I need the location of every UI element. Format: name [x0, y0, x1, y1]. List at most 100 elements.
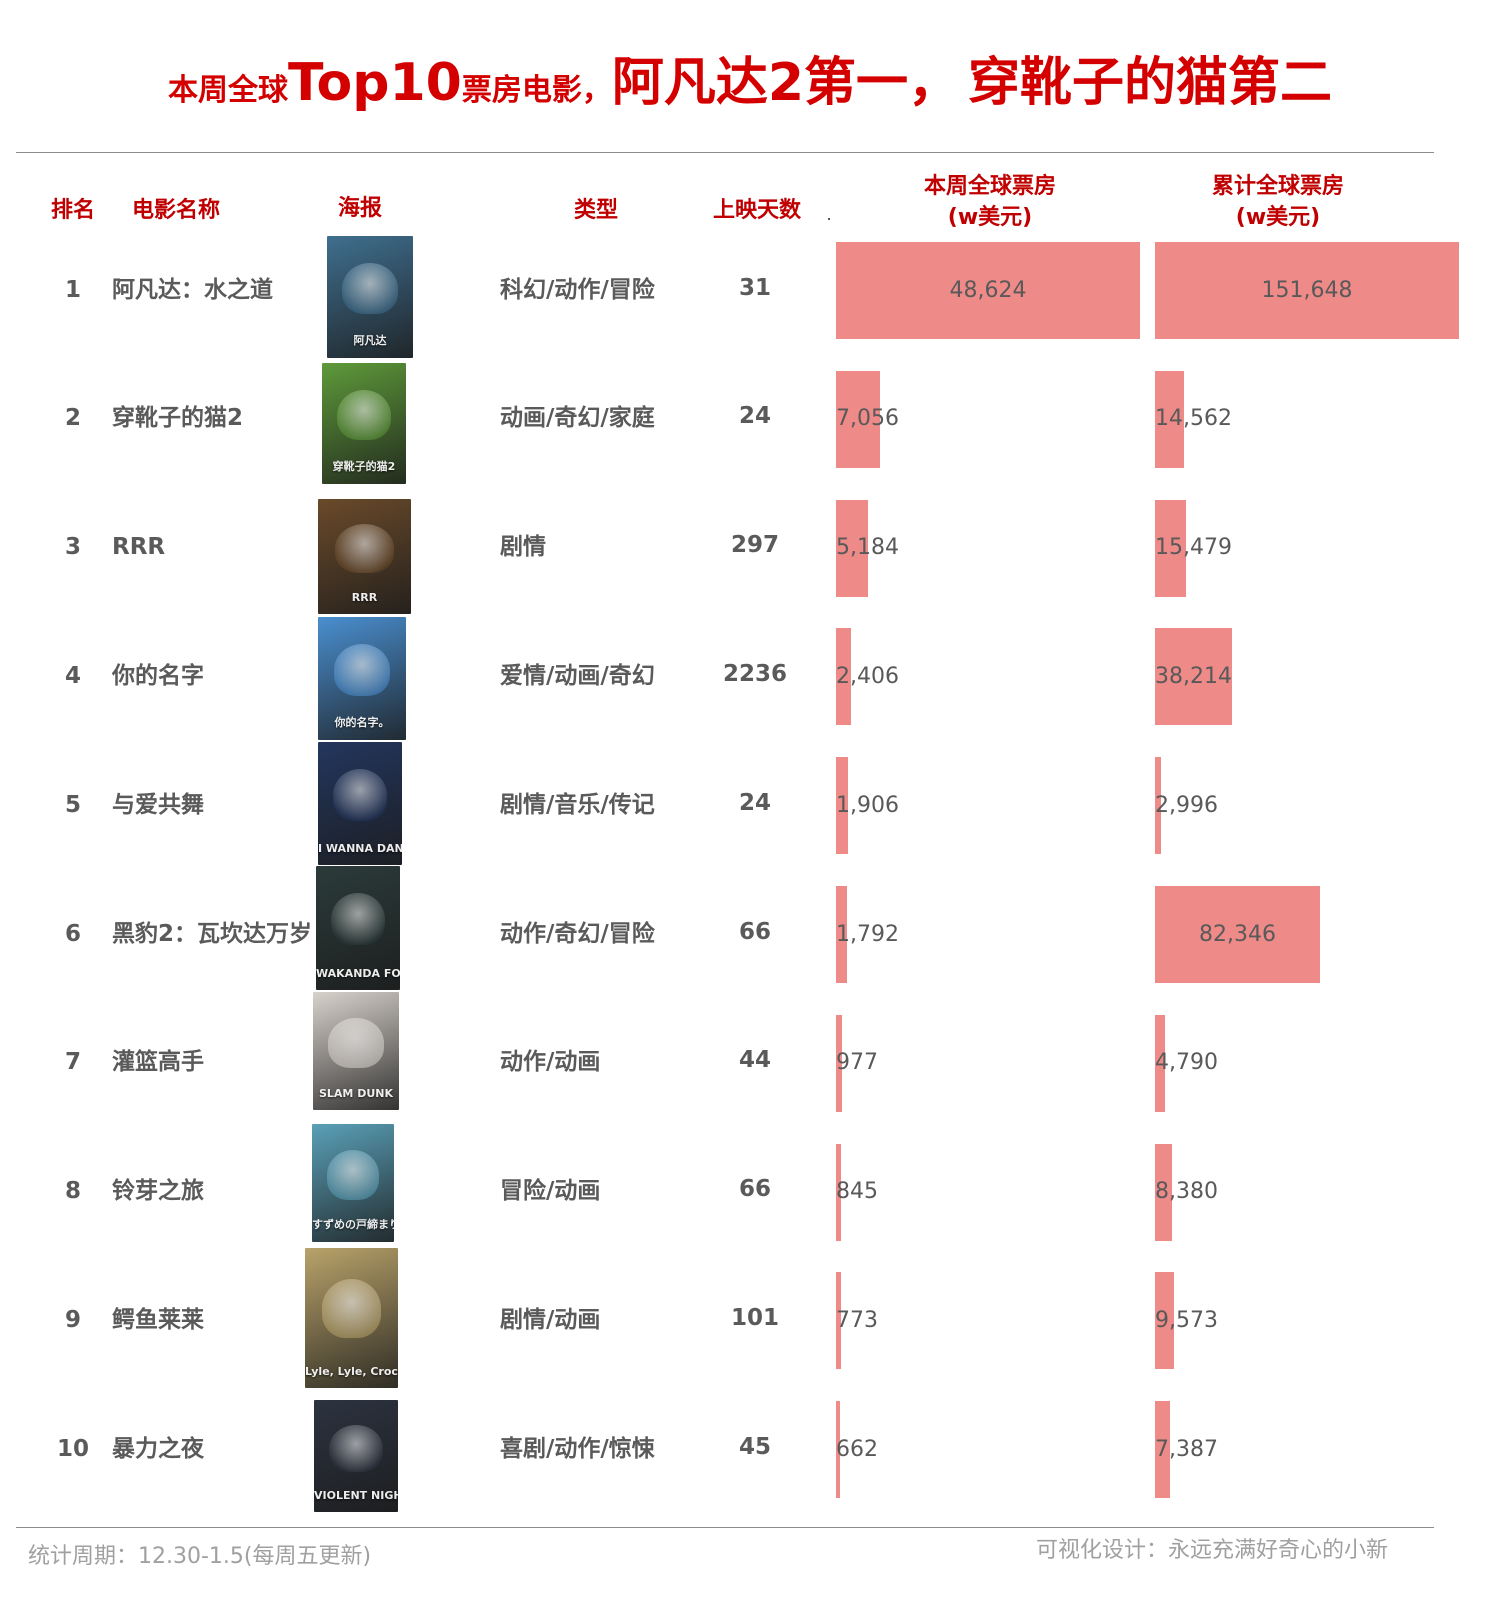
- movie-name-cell: 灌篮高手: [112, 1049, 204, 1076]
- weekly-box-office-label: 977: [836, 1050, 878, 1076]
- days-cell: 297: [730, 532, 779, 559]
- poster-image: 阿凡达: [327, 236, 413, 358]
- total-box-office-bar: [1155, 242, 1459, 339]
- footer-period: 统计周期：12.30-1.5(每周五更新): [28, 1544, 372, 1569]
- weekly-box-office-label: 5,184: [836, 535, 899, 561]
- weekly-box-office-bar: [836, 370, 881, 468]
- header-total: 累计全球票房 (w美元): [1188, 171, 1368, 233]
- header-weekly-line1: 本周全球票房: [923, 174, 1056, 199]
- movie-name-cell: 阿凡达：水之道: [112, 276, 273, 303]
- genre-cell: 动画/奇幻/家庭: [500, 405, 655, 432]
- header-weekly: 本周全球票房 (w美元): [900, 171, 1080, 233]
- rank-cell: 4: [64, 662, 81, 689]
- header-name: 电影名称: [131, 198, 220, 223]
- days-cell: 45: [738, 1433, 771, 1460]
- poster-image: すずめの戸締まり: [312, 1124, 394, 1242]
- movie-name-cell: 黑豹2：瓦坎达万岁: [112, 920, 313, 947]
- weekly-box-office-bar: [836, 628, 852, 726]
- genre-cell: 动作/奇幻/冒险: [500, 920, 655, 947]
- total-box-office-bar: [1155, 757, 1161, 855]
- poster-image: RRR: [318, 499, 411, 614]
- genre-cell: 科幻/动作/冒险: [500, 276, 655, 303]
- slam-dunk-poster: [328, 1017, 384, 1068]
- poster-title: Lyle, Lyle, Crocodile: [305, 1365, 398, 1378]
- poster-image: WAKANDA FOREVER: [316, 866, 400, 990]
- violent-night-poster: [329, 1424, 383, 1472]
- total-box-office-bar: [1155, 370, 1185, 468]
- rank-cell: 7: [64, 1049, 81, 1076]
- total-box-office-label: 15,479: [1155, 535, 1232, 561]
- days-cell: 24: [738, 403, 771, 430]
- days-cell: 44: [738, 1047, 771, 1074]
- rank-cell: 1: [64, 276, 81, 303]
- total-box-office-bar: [1155, 628, 1232, 726]
- movie-name-cell: 鳄鱼莱莱: [112, 1306, 204, 1333]
- total-box-office-label: 4,790: [1155, 1050, 1218, 1076]
- title-part-1: 本周全球: [167, 73, 288, 108]
- poster-image: Lyle, Lyle, Crocodile: [305, 1248, 398, 1388]
- rrr-poster: [334, 524, 395, 573]
- weekly-box-office-bar: [836, 1014, 843, 1112]
- weekly-box-office-label: 48,624: [949, 277, 1027, 303]
- total-box-office-bar: [1155, 1272, 1175, 1370]
- days-cell: 24: [738, 789, 771, 816]
- days-cell: 66: [738, 1176, 771, 1203]
- rank-cell: 5: [64, 791, 81, 818]
- genre-cell: 剧情/音乐/传记: [500, 791, 655, 818]
- poster-title: すずめの戸締まり: [312, 1218, 394, 1231]
- page-title: 本周全球Top10票房电影，阿凡达2第一， 穿靴子的猫第二: [0, 40, 1500, 115]
- poster-image: I WANNA DANCE: [318, 742, 402, 865]
- total-box-office-label: 7,387: [1155, 1436, 1218, 1462]
- your-name-poster: [333, 644, 391, 696]
- weekly-box-office-label: 2,406: [836, 663, 899, 689]
- puss-in-boots-poster: [337, 389, 391, 441]
- bottom-divider: [16, 1527, 1434, 1528]
- weekly-box-office-bar: [836, 242, 1140, 339]
- weekly-box-office-bar: [836, 757, 848, 855]
- days-cell: 2236: [722, 660, 787, 687]
- total-box-office-label: 8,380: [1155, 1179, 1218, 1205]
- footer-credit: 可视化设计：永远充满好奇心的小新: [1036, 1538, 1389, 1563]
- poster-title: RRR: [351, 591, 378, 604]
- header-genre: 类型: [573, 198, 618, 223]
- poster-image: 你的名字。: [318, 617, 406, 740]
- header-days: 上映天数: [712, 198, 801, 223]
- header-weekly-line2: (w美元): [947, 205, 1033, 230]
- movie-name-cell: 与爱共舞: [112, 791, 204, 818]
- rank-cell: 9: [64, 1306, 81, 1333]
- rank-cell: 10: [56, 1435, 89, 1462]
- weekly-box-office-label: 773: [836, 1307, 878, 1333]
- genre-cell: 爱情/动画/奇幻: [500, 662, 655, 689]
- weekly-box-office-bar: [836, 1143, 842, 1241]
- title-part-5: 穿靴子的猫第二: [968, 53, 1333, 113]
- total-box-office-bar: [1155, 1143, 1172, 1241]
- rank-cell: 2: [64, 405, 81, 432]
- poster-image: VIOLENT NIGHT: [314, 1400, 398, 1512]
- header-total-line1: 累计全球票房: [1211, 174, 1344, 199]
- poster-image: 穿靴子的猫2: [322, 363, 406, 484]
- weekly-box-office-bar: [836, 1401, 841, 1499]
- top-divider: [16, 152, 1434, 153]
- genre-cell: 冒险/动画: [500, 1178, 601, 1205]
- total-box-office-label: 38,214: [1155, 663, 1232, 689]
- weekly-box-office-label: 1,906: [836, 792, 899, 818]
- poster-title: 阿凡达: [353, 334, 387, 347]
- header-total-line2: (w美元): [1235, 205, 1321, 230]
- header-poster: 海报: [337, 196, 382, 221]
- movie-name-cell: 暴力之夜: [112, 1435, 204, 1462]
- suzume-poster: [326, 1149, 380, 1200]
- movie-name-cell: RRR: [112, 534, 166, 561]
- genre-cell: 剧情/动画: [500, 1306, 601, 1333]
- movie-name-cell: 你的名字: [112, 662, 204, 689]
- total-box-office-label: 82,346: [1199, 921, 1277, 947]
- weekly-box-office-label: 845: [836, 1179, 878, 1205]
- poster-title: 你的名字。: [334, 716, 390, 729]
- title-part-4: 阿凡达2第一，: [611, 53, 961, 113]
- total-box-office-label: 2,996: [1155, 792, 1218, 818]
- poster-title: VIOLENT NIGHT: [314, 1489, 398, 1502]
- avatar-poster: [342, 262, 398, 315]
- total-box-office-bar: [1155, 1401, 1170, 1499]
- weekly-box-office-label: 1,792: [836, 921, 899, 947]
- weekly-box-office-bar: [836, 1272, 841, 1370]
- days-cell: 66: [738, 918, 771, 945]
